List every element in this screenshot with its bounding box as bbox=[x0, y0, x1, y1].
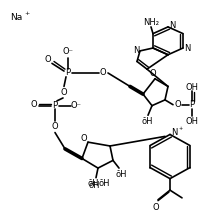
Text: O⁻: O⁻ bbox=[63, 47, 74, 56]
Text: N: N bbox=[133, 46, 139, 55]
Text: O⁻: O⁻ bbox=[71, 101, 81, 110]
Text: O: O bbox=[52, 122, 58, 131]
Text: N: N bbox=[171, 128, 177, 137]
Text: O: O bbox=[153, 203, 159, 211]
Text: O: O bbox=[175, 100, 181, 109]
Text: O: O bbox=[45, 55, 51, 64]
Text: NH₂: NH₂ bbox=[143, 18, 159, 27]
Text: P: P bbox=[52, 101, 58, 110]
Text: ŏH: ŏH bbox=[141, 118, 153, 126]
Text: Na: Na bbox=[10, 13, 22, 22]
Text: P: P bbox=[189, 100, 195, 109]
Text: O: O bbox=[31, 100, 37, 109]
Text: O: O bbox=[81, 134, 87, 143]
Text: P: P bbox=[65, 69, 71, 77]
Text: +: + bbox=[24, 11, 29, 16]
Text: OH: OH bbox=[186, 83, 198, 92]
Text: O: O bbox=[150, 69, 156, 78]
Text: O: O bbox=[100, 68, 106, 77]
Text: N: N bbox=[184, 45, 190, 53]
Text: ŏH: ŏH bbox=[87, 179, 99, 188]
Text: N: N bbox=[169, 22, 175, 30]
Text: O: O bbox=[61, 88, 67, 97]
Text: OH: OH bbox=[186, 116, 198, 126]
Text: ŏH: ŏH bbox=[115, 170, 127, 179]
Text: ŏH: ŏH bbox=[98, 179, 110, 188]
Text: +: + bbox=[179, 126, 183, 131]
Text: ŏH: ŏH bbox=[88, 181, 100, 190]
